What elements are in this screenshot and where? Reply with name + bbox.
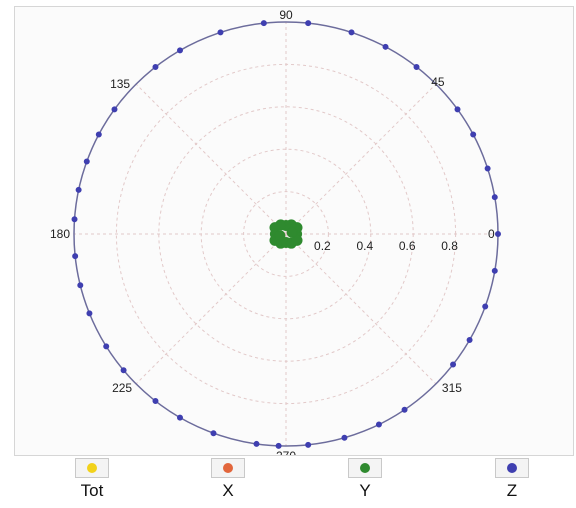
data-point-z-4 bbox=[454, 106, 461, 113]
legend-swatch-y bbox=[348, 458, 382, 478]
data-point-z-24 bbox=[177, 414, 183, 421]
data-point-z-30 bbox=[375, 421, 382, 428]
legend-dot-x bbox=[223, 463, 233, 473]
data-point-z-32 bbox=[450, 361, 457, 368]
data-point-z-6 bbox=[382, 43, 389, 50]
data-point-z-27 bbox=[275, 442, 282, 449]
legend-item-z[interactable]: Z bbox=[482, 458, 542, 501]
data-point-z-33 bbox=[466, 337, 473, 343]
angle-tick-label-135: 135 bbox=[110, 77, 130, 91]
legend-label-z: Z bbox=[506, 481, 518, 500]
data-point-z-7 bbox=[348, 29, 355, 36]
data-point-z-23 bbox=[152, 398, 159, 405]
data-point-z-25 bbox=[210, 430, 217, 437]
legend-item-x[interactable]: X bbox=[198, 458, 258, 501]
legend-dot-y bbox=[360, 463, 370, 473]
data-point-z-28 bbox=[305, 441, 312, 448]
angular-gridline-1 bbox=[285, 83, 437, 235]
data-point-z-31 bbox=[401, 406, 408, 413]
data-point-z-20 bbox=[86, 310, 93, 317]
data-point-z-29 bbox=[341, 434, 348, 441]
data-point-z-12 bbox=[152, 63, 159, 70]
data-point-y-11 bbox=[291, 234, 303, 246]
legend-dot-tot bbox=[87, 463, 97, 473]
data-point-z-22 bbox=[120, 367, 127, 374]
data-point-z-16 bbox=[75, 186, 82, 193]
radius-tick-label-2: 0.6 bbox=[399, 239, 416, 253]
legend-dot-z bbox=[507, 463, 517, 473]
data-point-z-15 bbox=[83, 158, 90, 165]
data-point-z-0 bbox=[495, 231, 501, 237]
legend: Tot X Y Z bbox=[0, 456, 576, 508]
data-point-z-26 bbox=[253, 440, 260, 447]
data-point-z-5 bbox=[413, 63, 420, 70]
data-point-z-9 bbox=[260, 20, 267, 27]
legend-swatch-z bbox=[495, 458, 529, 478]
data-point-y-12 bbox=[286, 226, 298, 238]
data-point-z-11 bbox=[177, 47, 183, 54]
data-point-z-19 bbox=[77, 282, 84, 289]
polar-chart: 0 45 90 135 180 225 270 315 0.2 0.4 0.6 0.8 bbox=[50, 8, 501, 455]
data-point-z-35 bbox=[491, 267, 498, 274]
data-point-z-14 bbox=[95, 131, 102, 138]
legend-swatch-x bbox=[211, 458, 245, 478]
angular-gridline-7 bbox=[285, 233, 437, 385]
legend-item-tot[interactable]: Tot bbox=[62, 458, 122, 501]
data-point-y-13 bbox=[274, 230, 286, 242]
data-point-z-10 bbox=[217, 29, 224, 36]
legend-label-y: Y bbox=[359, 481, 371, 500]
angle-tick-label-270: 270 bbox=[276, 449, 296, 455]
data-point-z-2 bbox=[484, 165, 491, 172]
radius-tick-label-0: 0.2 bbox=[314, 239, 331, 253]
legend-label-tot: Tot bbox=[80, 481, 104, 500]
data-point-z-3 bbox=[470, 131, 477, 138]
angle-tick-label-225: 225 bbox=[112, 381, 132, 395]
data-point-z-1 bbox=[491, 194, 498, 201]
angle-tick-label-45: 45 bbox=[431, 75, 445, 89]
radius-tick-label-3: 0.8 bbox=[441, 239, 458, 253]
data-point-z-8 bbox=[305, 20, 312, 27]
angle-tick-label-315: 315 bbox=[442, 381, 462, 395]
legend-item-y[interactable]: Y bbox=[335, 458, 395, 501]
polar-plot-frame: 0 45 90 135 180 225 270 315 0.2 0.4 0.6 0.8 bbox=[14, 6, 574, 456]
data-point-z-21 bbox=[103, 343, 110, 350]
legend-label-x: X bbox=[222, 481, 234, 500]
data-point-z-34 bbox=[482, 303, 489, 310]
angle-tick-label-180: 180 bbox=[50, 227, 70, 241]
radius-tick-label-1: 0.4 bbox=[356, 239, 373, 253]
angular-gridline-5 bbox=[135, 233, 287, 385]
data-point-z-17 bbox=[71, 216, 78, 223]
angular-gridline-3 bbox=[135, 83, 287, 235]
angle-tick-label-0: 0 bbox=[488, 227, 495, 241]
legend-swatch-tot bbox=[75, 458, 109, 478]
data-point-z-13 bbox=[111, 106, 118, 113]
angle-tick-label-90: 90 bbox=[279, 8, 293, 22]
data-point-z-18 bbox=[72, 253, 79, 260]
